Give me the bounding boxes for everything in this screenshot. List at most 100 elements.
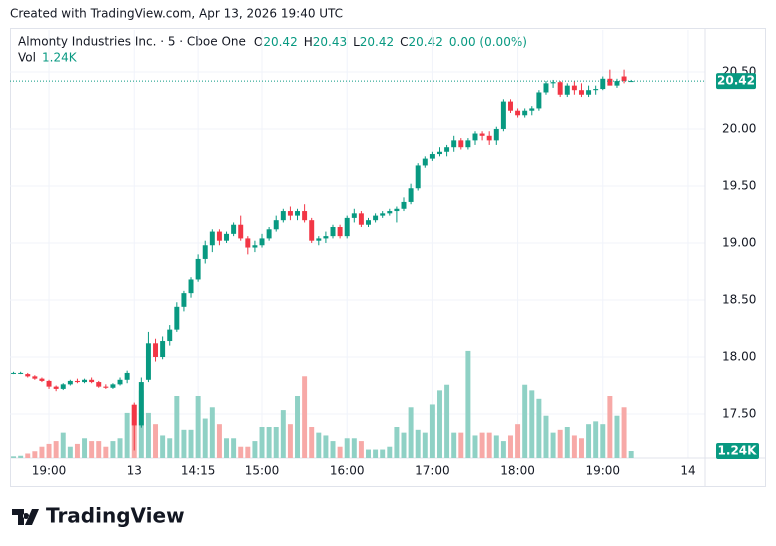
volume-bar — [451, 432, 457, 458]
y-tick-label: 18.00 — [722, 349, 756, 363]
candle-body — [110, 384, 116, 388]
candle-body — [145, 343, 151, 380]
candle-body — [600, 78, 606, 90]
volume-bar — [344, 438, 350, 458]
candle-body — [614, 81, 620, 86]
volume-bar — [486, 432, 492, 458]
candle-body — [266, 229, 272, 239]
volume-bar — [437, 390, 442, 458]
volume-bar — [564, 427, 570, 458]
volume-bar — [188, 429, 194, 458]
volume-bar — [103, 446, 109, 458]
candle-body — [586, 90, 592, 95]
volume-bar — [25, 453, 31, 458]
volume-bar — [366, 449, 371, 458]
volume-bar — [89, 441, 95, 458]
volume-bar — [515, 424, 521, 458]
ohlc-key: O — [254, 35, 263, 49]
volume-bar — [259, 427, 265, 458]
ohlc-value: 20.43 — [313, 35, 347, 49]
candle-body — [138, 382, 144, 426]
volume-bar — [628, 451, 634, 458]
x-tick-label: 16:00 — [330, 464, 365, 478]
volume-bar — [153, 424, 159, 458]
candle-body — [195, 258, 201, 280]
candle-body — [181, 293, 187, 307]
candle-body — [437, 151, 442, 155]
volume-bar — [32, 451, 38, 458]
volume-bar — [593, 421, 599, 458]
volume-bar — [351, 438, 357, 458]
volume-bar — [557, 429, 563, 458]
candle-body — [550, 82, 556, 84]
candle-body — [46, 380, 52, 387]
volume-bar — [287, 424, 293, 458]
volume-bar — [621, 407, 627, 458]
volume-bar — [96, 441, 102, 458]
candle-body — [578, 90, 584, 95]
ohlc-legend: O20.42 H20.43 L20.42 C20.42 0.00 (0.00%) — [254, 35, 527, 49]
volume-bar — [394, 427, 400, 458]
candle-body — [131, 404, 137, 426]
candle-body — [344, 217, 350, 237]
volume-legend-label: Vol — [18, 51, 36, 65]
candle-body — [408, 188, 414, 202]
candle-body — [593, 89, 599, 91]
x-tick-label: 19:00 — [32, 464, 67, 478]
candle-body — [458, 140, 464, 148]
candle-body — [39, 378, 45, 381]
volume-bar — [273, 427, 279, 458]
x-tick-label: 18:00 — [500, 464, 535, 478]
volume-bar — [46, 443, 52, 458]
candle-body — [557, 82, 563, 95]
volume-bar — [607, 396, 613, 458]
candle-body — [224, 233, 230, 241]
y-tick-label: 20.00 — [722, 121, 756, 135]
candle-body — [394, 208, 400, 212]
candle-body — [500, 101, 506, 129]
volume-bar — [174, 396, 180, 458]
candle-body — [529, 108, 535, 111]
volume-bar — [316, 432, 322, 458]
x-tick-label: 15:00 — [245, 464, 280, 478]
candle-body — [231, 224, 237, 234]
x-tick-label: 19:00 — [585, 464, 620, 478]
candle-body — [209, 231, 215, 246]
volume-bar — [302, 376, 308, 458]
candle-body — [11, 372, 17, 374]
volume-bar — [578, 438, 584, 458]
volume-bar — [373, 449, 379, 458]
candle-body — [508, 101, 513, 111]
last-volume-label: 1.24K — [718, 444, 758, 458]
candle-body — [358, 213, 364, 225]
volume-bar — [429, 404, 435, 458]
y-tick-label: 17.50 — [722, 406, 756, 420]
candle-body — [465, 140, 471, 148]
candle-body — [245, 238, 251, 248]
candle-body — [96, 382, 102, 387]
candle-body — [53, 386, 59, 389]
volume-bar — [117, 438, 123, 458]
candle-body — [444, 147, 450, 152]
volume-bar — [202, 418, 208, 458]
volume-bar — [358, 441, 364, 458]
candle-body — [479, 133, 485, 136]
candle-body — [188, 279, 194, 294]
candle-body — [415, 165, 421, 189]
volume-bar — [479, 432, 485, 458]
volume-bar — [60, 432, 66, 458]
chart-frame — [10, 28, 766, 487]
brand: TradingView — [46, 504, 185, 528]
change: 0.00 (0.00%) — [449, 35, 527, 49]
candle-body — [522, 110, 528, 116]
volume-bar — [39, 446, 45, 458]
volume-bar — [444, 384, 450, 458]
candle-body — [380, 213, 386, 216]
volume-bar — [18, 455, 24, 458]
volume-bar — [224, 438, 230, 458]
candle-body — [564, 85, 570, 95]
volume-bar — [216, 424, 222, 458]
x-tick-label: 13 — [127, 464, 142, 478]
x-tick-label: 17:00 — [415, 464, 450, 478]
